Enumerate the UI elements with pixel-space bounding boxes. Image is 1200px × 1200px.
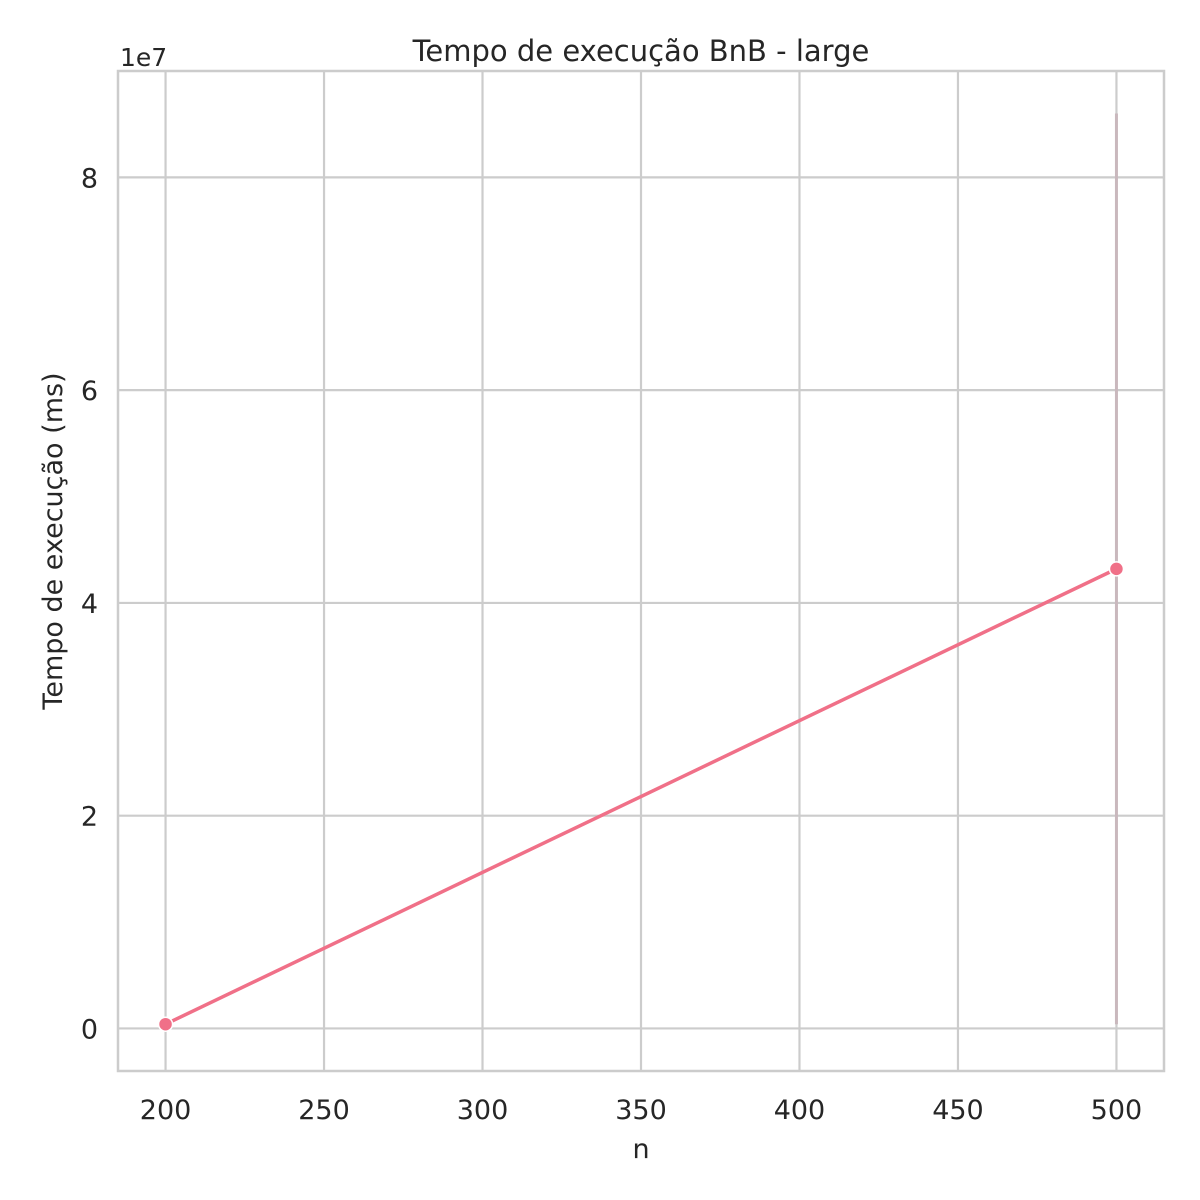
y-axis-offset-label: 1e7: [120, 43, 167, 72]
plot-frame: [116, 69, 1166, 1073]
x-tick-label: 250: [298, 1095, 350, 1126]
x-tick-label: 200: [140, 1095, 192, 1126]
y-tick-labels: 0 2 4 6 8: [81, 163, 98, 1045]
y-tick-label: 8: [81, 163, 98, 194]
y-axis-label: Tempo de execução (ms): [38, 372, 69, 710]
data-point: [157, 1016, 174, 1032]
chart-title: Tempo de execução BnB - large: [412, 34, 870, 68]
y-tick-label: 4: [81, 589, 98, 620]
data-point: [1108, 561, 1125, 577]
series-line: [164, 567, 1118, 1026]
x-axis-label: n: [632, 1134, 649, 1165]
x-tick-label: 350: [615, 1095, 667, 1126]
x-tick-labels: 200 250 300 350 400 450 500: [140, 1095, 1142, 1126]
x-tick-label: 450: [932, 1095, 984, 1126]
x-tick-label: 400: [774, 1095, 826, 1126]
series-layer: [157, 561, 1125, 1032]
y-tick-label: 6: [81, 376, 98, 407]
y-tick-label: 2: [81, 802, 98, 833]
x-tick-label: 300: [457, 1095, 509, 1126]
y-tick-label: 0: [81, 1014, 98, 1045]
x-tick-label: 500: [1091, 1095, 1143, 1126]
grid: [118, 71, 1164, 1071]
